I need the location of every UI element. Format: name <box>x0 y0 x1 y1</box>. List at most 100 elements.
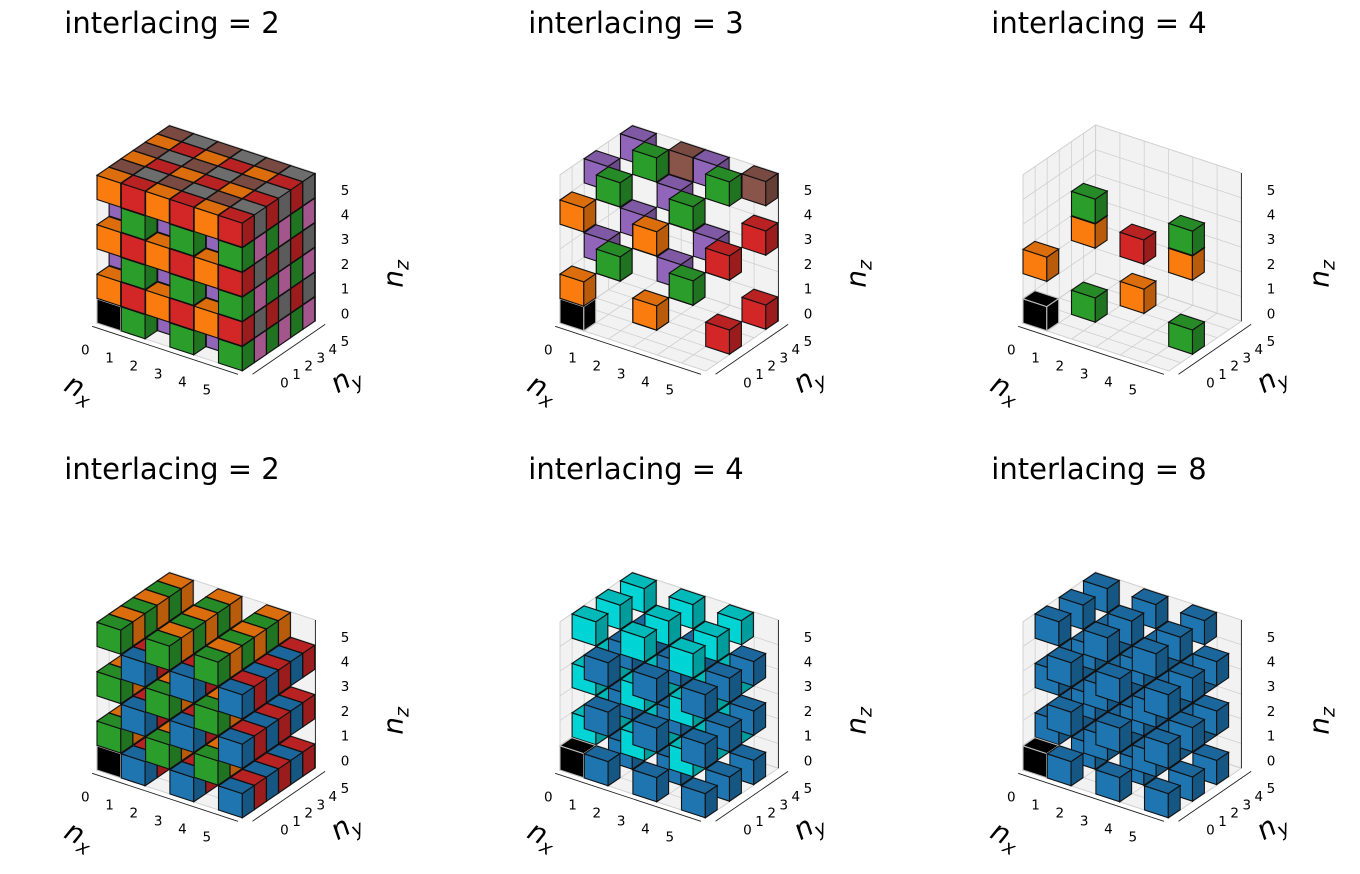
x-axis-line <box>1018 772 1165 822</box>
voxel <box>1094 711 1133 754</box>
z-tick-label: 1 <box>341 282 350 298</box>
y-tick-label: 0 <box>743 375 752 391</box>
y-tick-label: 2 <box>304 359 313 375</box>
z-tick-label: 0 <box>1267 753 1276 769</box>
y-tick-label: 2 <box>1230 806 1239 822</box>
voxel <box>570 605 610 648</box>
voxel <box>631 289 670 332</box>
z-tick-label: 5 <box>804 183 813 199</box>
x-axis-line <box>1018 325 1165 375</box>
voxel <box>1094 662 1133 705</box>
x-tick-label: 1 <box>1031 351 1040 367</box>
x-axis-label: nx <box>520 814 564 861</box>
x-tick-label: 1 <box>1031 798 1040 814</box>
voxel <box>631 141 670 184</box>
x-tick-label: 3 <box>154 814 163 830</box>
y-tick-label: 5 <box>804 334 813 350</box>
y-tick-label: 5 <box>341 334 350 350</box>
x-tick-label: 2 <box>1056 359 1065 375</box>
voxel <box>704 165 743 208</box>
voxel <box>1033 605 1073 648</box>
y-tick-label: 5 <box>341 781 350 797</box>
voxel <box>583 745 622 787</box>
voxel <box>668 637 707 680</box>
voxel <box>704 313 743 356</box>
z-tick-label: 5 <box>341 183 350 199</box>
y-tick-label: 4 <box>792 789 801 805</box>
z-tick-label: 2 <box>1267 257 1276 273</box>
voxel <box>1070 182 1109 225</box>
y-axis-label: ny <box>324 803 368 850</box>
voxel <box>631 711 670 754</box>
x-tick-label: 3 <box>617 814 626 830</box>
z-tick-label: 3 <box>804 679 813 695</box>
voxel <box>595 166 634 209</box>
x-tick-label: 3 <box>1080 367 1089 383</box>
z-tick-label: 2 <box>1267 704 1276 720</box>
y-axis-line <box>715 771 789 822</box>
z-tick-label: 3 <box>1267 679 1276 695</box>
voxel <box>217 777 256 819</box>
z-tick-label: 3 <box>341 679 350 695</box>
voxel <box>1046 745 1085 787</box>
y-tick-label: 2 <box>304 806 313 822</box>
voxel <box>1167 313 1206 356</box>
x-tick-label: 5 <box>665 830 674 846</box>
x-tick-label: 0 <box>1007 343 1016 359</box>
y-axis-label: ny <box>787 356 831 403</box>
voxel <box>631 215 670 258</box>
x-tick-label: 4 <box>178 822 187 838</box>
y-tick-label: 2 <box>1230 359 1239 375</box>
x-tick-label: 4 <box>1104 822 1113 838</box>
voxel <box>668 264 707 307</box>
z-tick-label: 3 <box>341 232 350 248</box>
y-tick-label: 4 <box>1255 789 1264 805</box>
voxel <box>583 646 622 689</box>
z-tick-label: 2 <box>341 704 350 720</box>
voxel <box>1021 240 1060 283</box>
x-tick-label: 4 <box>641 822 650 838</box>
y-tick-label: 4 <box>792 342 801 358</box>
x-axis-label: nx <box>57 367 101 414</box>
x-axis-line <box>92 325 239 375</box>
x-tick-label: 2 <box>593 359 602 375</box>
y-axis-line <box>1178 771 1252 822</box>
z-tick-label: 4 <box>804 207 813 223</box>
x-axis-label: nx <box>520 367 564 414</box>
y-axis-label: ny <box>1250 356 1294 403</box>
z-tick-label: 0 <box>1267 306 1276 322</box>
z-tick-label: 3 <box>1267 232 1276 248</box>
voxel <box>1082 621 1121 664</box>
y-axis-line <box>252 771 326 822</box>
voxel <box>680 727 719 770</box>
voxel <box>1070 281 1109 324</box>
x-tick-label: 5 <box>665 383 674 399</box>
voxel <box>619 621 658 664</box>
x-tick-label: 0 <box>544 790 553 806</box>
panel-title: interlacing = 3 <box>528 6 743 40</box>
voxel <box>558 265 597 308</box>
y-axis-label: ny <box>787 803 831 850</box>
x-tick-label: 4 <box>178 375 187 391</box>
panel-title: interlacing = 4 <box>991 6 1206 40</box>
y-tick-label: 4 <box>329 789 338 805</box>
x-tick-label: 5 <box>202 383 211 399</box>
z-axis-label: nz <box>1303 706 1340 735</box>
voxel <box>1143 678 1182 721</box>
voxel <box>1131 637 1170 680</box>
voxel <box>680 678 719 721</box>
z-tick-label: 2 <box>804 704 813 720</box>
x-tick-label: 2 <box>593 806 602 822</box>
y-tick-label: 1 <box>1218 814 1227 830</box>
z-axis-label: nz <box>1303 259 1340 288</box>
y-tick-label: 1 <box>755 367 764 383</box>
z-tick-label: 0 <box>804 306 813 322</box>
z-tick-label: 5 <box>804 630 813 646</box>
voxel <box>595 240 634 283</box>
x-tick-label: 1 <box>568 351 577 367</box>
x-tick-label: 0 <box>81 790 90 806</box>
